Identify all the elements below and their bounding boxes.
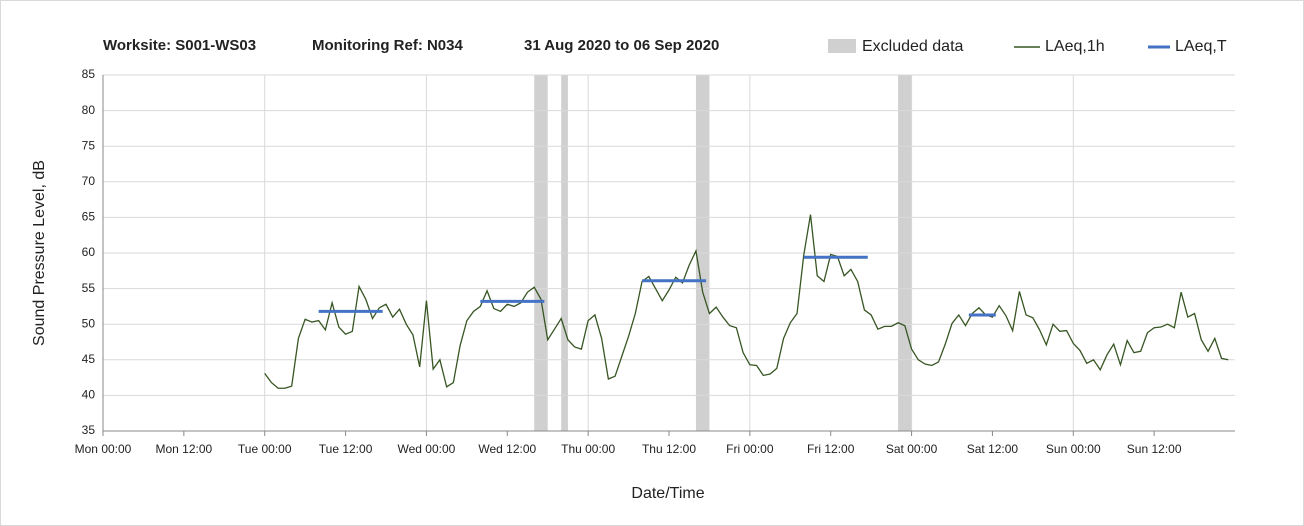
chart-title: Worksite: S001-WS03 xyxy=(103,37,256,54)
x-tick-label: Sat 00:00 xyxy=(886,442,938,456)
legend-swatch xyxy=(828,39,856,53)
x-tick-label: Thu 12:00 xyxy=(642,442,696,456)
chart-title: 31 Aug 2020 to 06 Sep 2020 xyxy=(524,37,719,54)
y-tick-label: 50 xyxy=(82,316,96,330)
x-tick-label: Mon 00:00 xyxy=(75,442,132,456)
x-axis-title: Date/Time xyxy=(631,485,704,502)
legend-label: LAeq,T xyxy=(1175,38,1227,55)
x-tick-label: Thu 00:00 xyxy=(561,442,615,456)
y-tick-label: 65 xyxy=(82,210,96,224)
data-line xyxy=(264,214,1229,389)
x-tick-label: Sun 00:00 xyxy=(1046,442,1101,456)
x-tick-label: Mon 12:00 xyxy=(155,442,212,456)
y-tick-label: 40 xyxy=(82,388,96,402)
y-tick-label: 60 xyxy=(82,245,96,259)
y-tick-label: 80 xyxy=(82,103,96,117)
x-tick-label: Wed 00:00 xyxy=(398,442,456,456)
y-tick-label: 55 xyxy=(82,281,96,295)
y-tick-label: 85 xyxy=(82,67,96,81)
x-tick-label: Fri 12:00 xyxy=(807,442,855,456)
x-tick-label: Tue 12:00 xyxy=(319,442,373,456)
legend-label: LAeq,1h xyxy=(1045,38,1105,55)
legend-label: Excluded data xyxy=(862,38,964,55)
y-tick-label: 45 xyxy=(82,352,96,366)
chart-title: Monitoring Ref: N034 xyxy=(312,37,463,54)
x-tick-label: Sun 12:00 xyxy=(1127,442,1182,456)
x-tick-label: Fri 00:00 xyxy=(726,442,774,456)
y-axis-title: Sound Pressure Level, dB xyxy=(31,160,48,346)
x-tick-label: Sat 12:00 xyxy=(967,442,1019,456)
y-tick-label: 35 xyxy=(82,423,96,437)
x-tick-label: Tue 00:00 xyxy=(238,442,292,456)
y-tick-label: 70 xyxy=(82,174,96,188)
y-tick-label: 75 xyxy=(82,138,96,152)
x-tick-label: Wed 12:00 xyxy=(478,442,536,456)
